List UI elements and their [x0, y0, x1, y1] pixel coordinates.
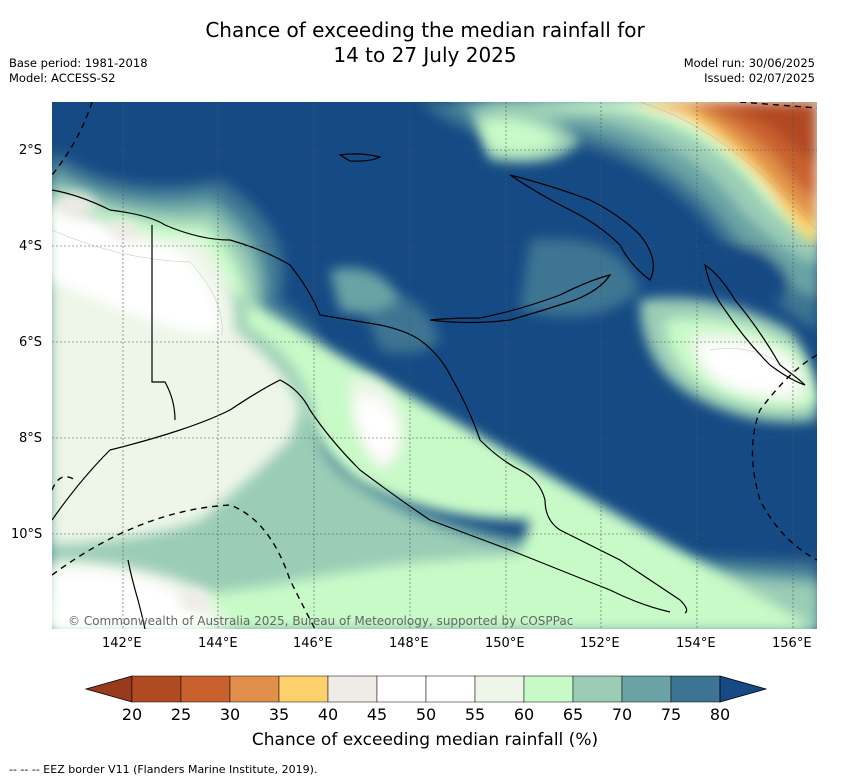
copyright-notice: © Commonwealth of Australia 2025, Bureau…	[68, 614, 574, 628]
colorbar-swatch	[670, 675, 721, 703]
lon-label-150e: 150°E	[485, 636, 525, 651]
colorbar-under-arrow	[84, 675, 133, 703]
title-line-1: Chance of exceeding the median rainfall …	[205, 18, 645, 42]
colorbar-tick-label: 55	[465, 705, 485, 724]
base-period: Base period: 1981-2018	[9, 56, 148, 70]
lon-label-156e: 156°E	[772, 636, 812, 651]
lon-label-154e: 154°E	[676, 636, 716, 651]
lat-label-2s: 2°S	[19, 143, 43, 158]
lon-label-142e: 142°E	[102, 636, 142, 651]
meta-left: Base period: 1981-2018 Model: ACCESS-S2	[9, 56, 148, 86]
colorbar-tick-label: 80	[710, 705, 730, 724]
eez-legend-note: -- -- -- EEZ border V11 (Flanders Marine…	[9, 763, 318, 776]
lon-label-148e: 148°E	[389, 636, 429, 651]
colorbar-swatch	[278, 675, 329, 703]
colorbar-tick-label: 50	[416, 705, 436, 724]
colorbar-swatch	[229, 675, 280, 703]
colorbar-swatch	[327, 675, 378, 703]
issued-date: Issued: 02/07/2025	[704, 71, 815, 85]
colorbar-swatch	[131, 675, 182, 703]
colorbar-tick-label: 40	[318, 705, 338, 724]
colorbar-tick-label: 30	[220, 705, 240, 724]
title-line-2: 14 to 27 July 2025	[333, 43, 517, 67]
lon-label-144e: 144°E	[198, 636, 238, 651]
lat-label-10s: 10°S	[11, 527, 43, 542]
map-title: Chance of exceeding the median rainfall …	[0, 18, 850, 68]
colorbar-title: Chance of exceeding median rainfall (%)	[251, 730, 599, 750]
lon-label-152e: 152°E	[580, 636, 620, 651]
colorbar: 20 25 30 35 40 45 50 55 60 65 70 75 80	[84, 675, 768, 724]
colorbar-swatch	[572, 675, 623, 703]
colorbar-tick-label: 35	[269, 705, 289, 724]
colorbar-swatch	[621, 675, 672, 703]
colorbar-swatch	[180, 675, 231, 703]
colorbar-swatch	[376, 675, 427, 703]
meta-right: Model run: 30/06/2025 Issued: 02/07/2025	[684, 56, 815, 86]
colorbar-swatch	[474, 675, 525, 703]
colorbar-tick-label: 60	[514, 705, 534, 724]
lat-label-8s: 8°S	[19, 431, 43, 446]
colorbar-tick-label: 20	[122, 705, 142, 724]
contour-layer	[52, 102, 817, 629]
colorbar-tick-label: 65	[563, 705, 583, 724]
lon-label-146e: 146°E	[293, 636, 333, 651]
colorbar-tick-label: 25	[171, 705, 191, 724]
lat-label-4s: 4°S	[19, 239, 43, 254]
model-name: Model: ACCESS-S2	[9, 71, 116, 85]
lat-label-6s: 6°S	[19, 335, 43, 350]
colorbar-tick-label: 75	[661, 705, 681, 724]
colorbar-tick-label: 45	[367, 705, 387, 724]
colorbar-swatch	[425, 675, 476, 703]
colorbar-tick-label: 70	[612, 705, 632, 724]
colorbar-swatch	[523, 675, 574, 703]
model-run: Model run: 30/06/2025	[683, 56, 815, 70]
colorbar-over-arrow	[719, 675, 768, 703]
